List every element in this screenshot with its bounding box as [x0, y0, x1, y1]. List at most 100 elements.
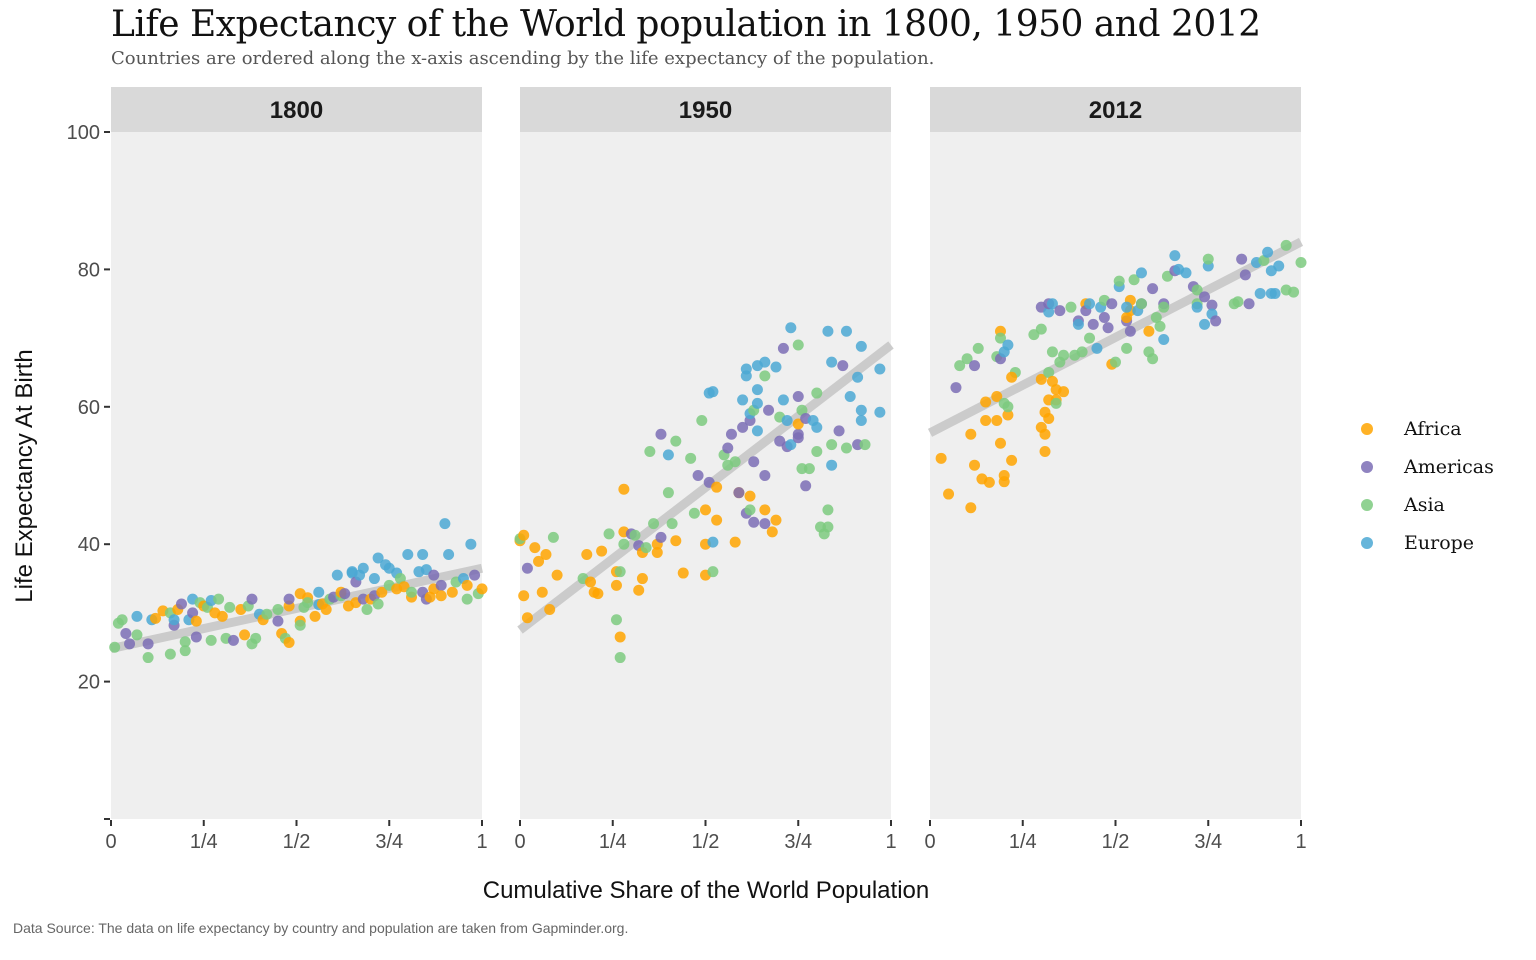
data-point-europe	[1273, 260, 1285, 272]
data-point-europe	[707, 386, 719, 398]
data-point-africa	[239, 629, 251, 641]
data-point-africa	[529, 542, 541, 554]
data-point-americas	[521, 562, 533, 574]
x-tick-label: 3/4	[784, 831, 812, 853]
legend-swatch	[1361, 423, 1373, 435]
data-point-americas	[187, 607, 199, 619]
data-point-europe	[770, 361, 782, 373]
facet-strip	[520, 87, 891, 132]
legend: Africa Americas Asia Europe	[1352, 410, 1494, 562]
x-tick-label: 1/4	[190, 831, 218, 853]
data-point-africa	[190, 615, 202, 627]
data-point-europe	[1180, 267, 1192, 279]
data-point-americas	[428, 569, 440, 581]
data-point-africa	[636, 573, 648, 585]
x-tick-label: 0	[105, 831, 116, 853]
data-point-europe	[1084, 298, 1096, 310]
data-point-asia	[547, 531, 559, 543]
data-point-africa	[994, 437, 1006, 449]
data-point-africa	[1046, 375, 1058, 387]
data-point-africa	[536, 586, 548, 598]
data-point-americas	[1124, 325, 1136, 337]
data-point-europe	[1199, 318, 1211, 330]
data-point-europe	[1046, 298, 1058, 310]
data-point-europe	[1191, 301, 1203, 313]
data-point-africa	[1035, 373, 1047, 385]
data-point-americas	[1102, 322, 1114, 334]
data-point-asia	[1147, 353, 1159, 365]
data-point-africa	[759, 504, 771, 516]
data-point-asia	[394, 573, 406, 585]
y-tick-label: 20	[78, 672, 100, 694]
data-point-asia	[614, 566, 626, 578]
data-point-europe	[855, 415, 867, 427]
data-point-europe	[368, 573, 380, 585]
data-point-africa	[1006, 371, 1018, 383]
data-point-europe	[707, 536, 719, 548]
data-point-africa	[446, 586, 458, 598]
data-point-europe	[357, 562, 369, 574]
x-tick-label: 1	[476, 831, 487, 853]
data-point-americas	[339, 588, 351, 600]
data-point-americas	[142, 638, 154, 650]
data-point-asia	[792, 339, 804, 351]
data-point-africa	[770, 514, 782, 526]
data-point-africa	[980, 415, 992, 427]
data-point-americas	[190, 631, 202, 643]
data-point-africa	[1006, 454, 1018, 466]
data-point-europe	[1121, 301, 1133, 313]
data-point-africa	[581, 549, 593, 561]
data-point-africa	[614, 631, 626, 643]
data-point-africa	[518, 529, 530, 541]
data-point-americas	[1087, 318, 1099, 330]
legend-label: Americas	[1404, 456, 1494, 478]
data-point-americas	[737, 421, 749, 433]
data-point-asia	[954, 360, 966, 372]
data-point-asia	[1084, 332, 1096, 344]
x-tick-label: 1/4	[1009, 831, 1037, 853]
data-point-asia	[272, 603, 284, 615]
data-point-americas	[692, 470, 704, 481]
data-point-europe	[826, 356, 838, 368]
data-point-africa	[376, 586, 388, 598]
data-point-asia	[644, 445, 656, 457]
data-point-africa	[969, 459, 981, 471]
x-tick-label: 1	[1295, 831, 1306, 853]
data-point-europe	[737, 394, 749, 406]
data-point-africa	[320, 603, 332, 615]
data-point-europe	[1262, 246, 1274, 258]
y-tick-label: 40	[78, 534, 100, 556]
data-point-africa	[766, 526, 778, 538]
data-point-americas	[272, 615, 284, 627]
panel-background	[520, 132, 891, 819]
data-point-europe	[131, 610, 143, 622]
x-tick-label: 1/2	[283, 831, 311, 853]
data-point-europe	[826, 459, 838, 471]
data-point-africa	[677, 567, 689, 579]
data-point-europe	[874, 363, 886, 375]
data-point-asia	[164, 648, 176, 660]
data-point-americas	[800, 480, 812, 492]
data-point-asia	[859, 439, 871, 451]
data-point-africa	[700, 504, 711, 516]
data-point-europe	[785, 322, 797, 334]
data-point-africa	[150, 612, 162, 624]
data-point-asia	[1135, 298, 1147, 310]
data-point-americas	[655, 428, 667, 440]
data-point-asia	[1288, 286, 1300, 298]
data-point-asia	[729, 456, 741, 468]
data-point-americas	[833, 425, 845, 437]
legend-item-africa: Africa	[1352, 410, 1494, 448]
legend-swatch	[1361, 461, 1373, 473]
data-point-americas	[1199, 291, 1211, 303]
data-point-americas	[792, 432, 804, 444]
data-point-asia	[1295, 257, 1307, 269]
data-point-asia	[109, 641, 121, 653]
facet-strip	[930, 87, 1301, 132]
data-point-asia	[759, 370, 771, 382]
x-tick-label: 0	[924, 831, 935, 853]
chart-subtitle: Countries are ordered along the x-axis a…	[111, 48, 935, 69]
data-point-asia	[205, 634, 217, 646]
data-point-africa	[551, 569, 563, 581]
